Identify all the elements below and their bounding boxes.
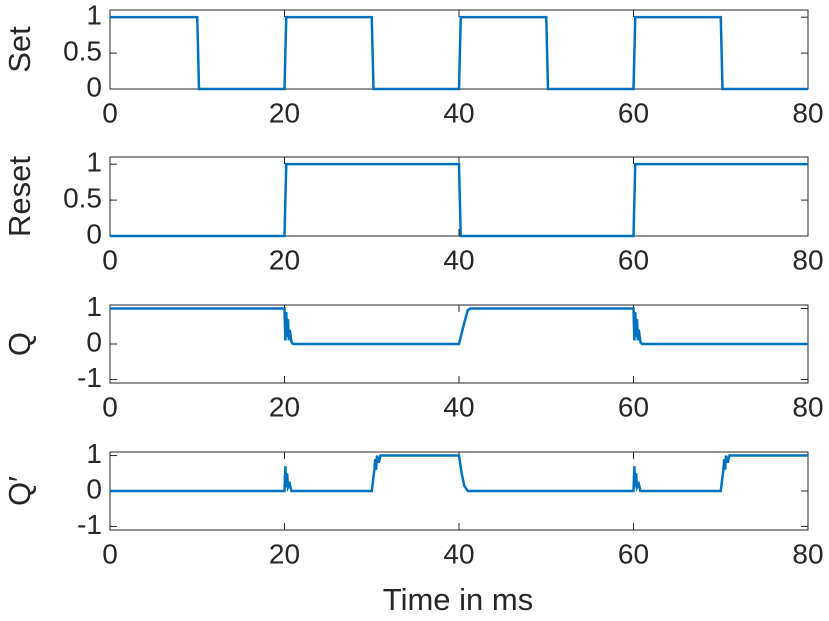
y-tick-label: 0 [86, 71, 102, 102]
x-tick-label: 60 [618, 97, 649, 128]
x-tick-label: 80 [792, 244, 823, 275]
y-tick-label: 0.5 [63, 182, 102, 213]
y-tick-label: 0 [86, 473, 102, 504]
y-tick-label: 1 [86, 147, 102, 178]
y-axis-label: Q [2, 332, 37, 356]
y-tick-label: 1 [86, 438, 102, 469]
x-tick-label: 60 [618, 538, 649, 569]
x-tick-label: 80 [792, 97, 823, 128]
x-tick-label: 0 [102, 391, 118, 422]
x-tick-label: 80 [792, 391, 823, 422]
x-tick-label: 0 [102, 97, 118, 128]
x-tick-label: 0 [102, 244, 118, 275]
signal-line [110, 162, 808, 238]
y-tick-label: -1 [77, 362, 102, 393]
x-tick-label: 20 [269, 538, 300, 569]
x-tick-label: 40 [443, 97, 474, 128]
x-tick-label: 60 [618, 391, 649, 422]
signal-line [110, 15, 808, 91]
x-tick-label: 40 [443, 244, 474, 275]
y-tick-label: 1 [86, 0, 102, 31]
x-tick-label: 60 [618, 244, 649, 275]
y-tick-label: 0 [86, 218, 102, 249]
y-axis-label: Q′ [2, 476, 37, 506]
x-tick-label: 0 [102, 538, 118, 569]
x-tick-label: 40 [443, 538, 474, 569]
x-tick-label: 40 [443, 391, 474, 422]
signal-line [110, 307, 808, 346]
x-tick-label: 20 [269, 391, 300, 422]
x-tick-label: 80 [792, 538, 823, 569]
x-axis-label: Time in ms [383, 582, 533, 617]
y-tick-label: -1 [77, 509, 102, 540]
y-axis-label: Set [2, 26, 37, 73]
x-tick-label: 20 [269, 244, 300, 275]
y-axis-label: Reset [2, 156, 37, 237]
y-tick-label: 0.5 [63, 35, 102, 66]
y-tick-label: 0 [86, 326, 102, 357]
signal-line [110, 454, 808, 493]
y-tick-label: 1 [86, 291, 102, 322]
x-tick-label: 20 [269, 97, 300, 128]
